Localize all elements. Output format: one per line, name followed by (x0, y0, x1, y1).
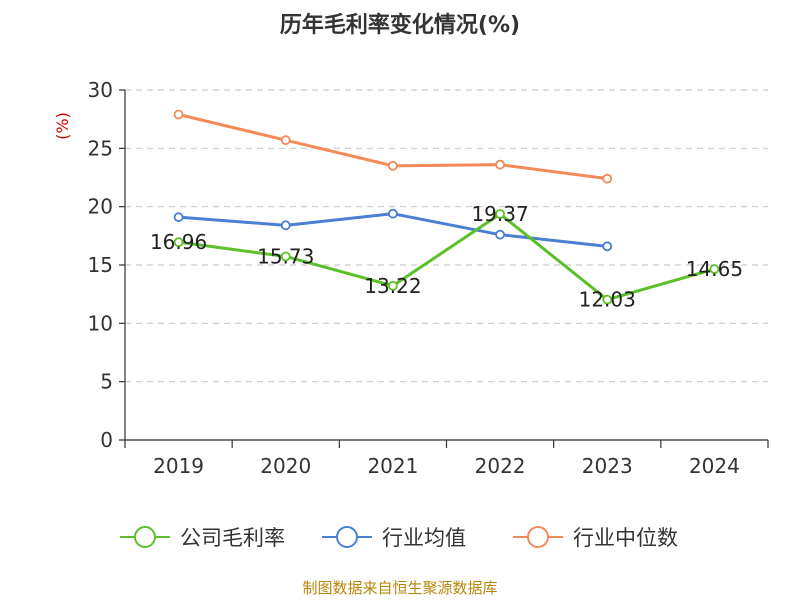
chart-title: 历年毛利率变化情况(%) (280, 12, 520, 38)
y-tick-label: 5 (100, 370, 113, 394)
y-tick-label: 30 (88, 78, 113, 102)
legend-label: 公司毛利率 (180, 526, 285, 550)
data-point (173, 212, 184, 223)
y-tick-label: 25 (88, 136, 113, 160)
legend-label: 行业中位数 (573, 526, 678, 550)
legend-item[interactable]: 公司毛利率 (120, 526, 285, 550)
data-point (173, 237, 184, 248)
x-tick-label: 2020 (260, 454, 311, 478)
data-point (280, 251, 291, 262)
data-point (495, 209, 505, 219)
legend-item[interactable]: 行业均值 (322, 526, 466, 550)
series (173, 109, 720, 305)
data-point (602, 173, 613, 184)
data-label: 12.03 (579, 288, 636, 312)
x-tick-label: 2023 (582, 454, 633, 478)
x-tick-label: 2024 (689, 454, 740, 478)
data-point (388, 280, 398, 291)
y-tick-label: 15 (88, 253, 113, 277)
data-labels: 16.96 15.73 13.22 19.37 12.03 14.65 (150, 202, 743, 312)
legend-marker (336, 526, 358, 548)
x-tick-label: 2019 (153, 454, 204, 478)
data-point (602, 241, 613, 252)
data-point (388, 160, 398, 171)
legend-marker (134, 526, 156, 548)
data-point (495, 159, 505, 170)
y-axis-unit: (%) (53, 112, 72, 140)
data-label: 16.96 (150, 230, 207, 254)
data-point (602, 294, 613, 305)
data-point (173, 109, 184, 120)
legend-marker (527, 526, 549, 548)
y-tick-label: 10 (88, 311, 113, 335)
data-point (280, 220, 291, 231)
data-label: 13.22 (364, 274, 421, 298)
series-line-0 (178, 212, 715, 302)
y-tick-label: 20 (88, 195, 113, 219)
grid (125, 89, 768, 383)
legend[interactable]: 公司毛利率 行业均值 行业中位数 (120, 526, 678, 550)
data-point (280, 135, 291, 146)
data-point (709, 264, 720, 274)
data-point (495, 229, 505, 240)
data-point (388, 208, 398, 219)
legend-label: 行业均值 (382, 526, 466, 550)
source-note: 制图数据来自恒生聚源数据库 (302, 579, 497, 597)
data-label: 14.65 (686, 257, 743, 281)
data-label: 15.73 (257, 244, 314, 268)
x-tick-label: 2021 (367, 454, 418, 478)
x-tick-label: 2022 (475, 454, 526, 478)
legend-item[interactable]: 行业中位数 (513, 526, 678, 550)
axes: 0 5 10 15 20 25 30 2019 2020 2021 2022 2023 2024 (88, 78, 769, 478)
data-label: 19.37 (471, 202, 528, 226)
y-tick-label: 0 (100, 428, 113, 452)
